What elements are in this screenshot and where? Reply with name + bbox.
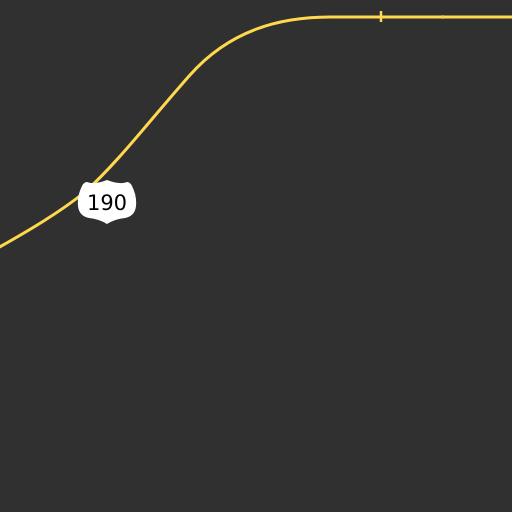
shield-icon [77,180,137,224]
route-number-label: 190 [87,191,127,215]
us-route-shield[interactable]: 190 [77,180,137,224]
highway-road [0,15,512,249]
